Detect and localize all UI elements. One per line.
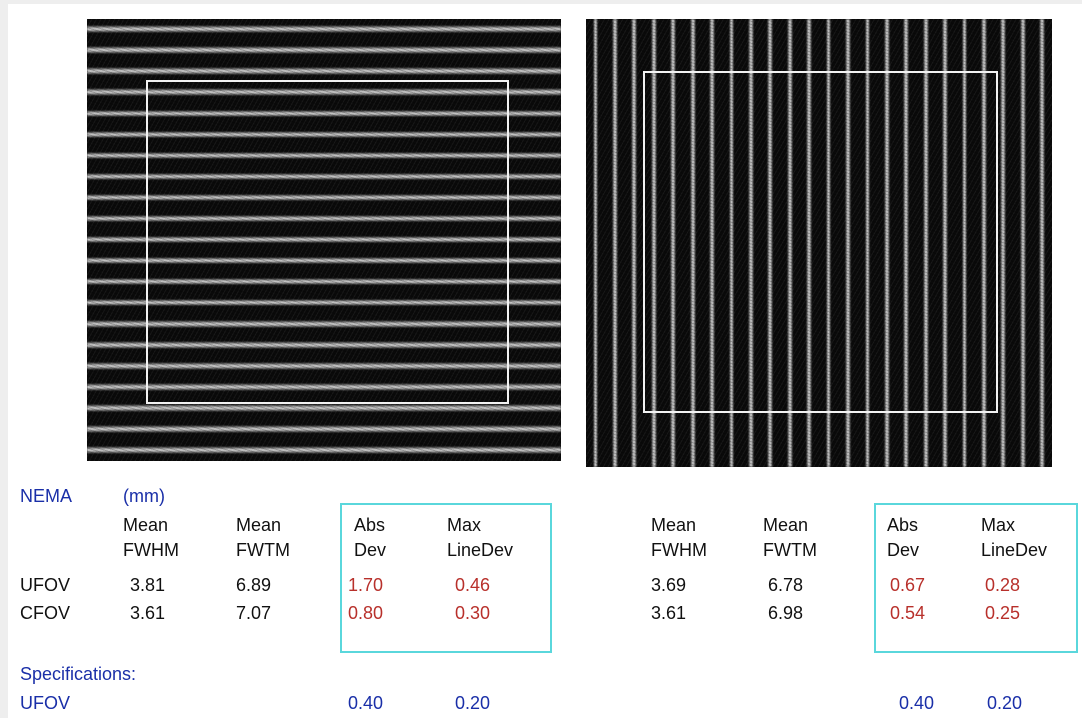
- ufov-right-abs-dev: 0.67: [890, 575, 926, 595]
- cfov-right-max-linedev: 0.25: [985, 603, 1021, 623]
- spec-ufov-label: UFOV: [20, 693, 71, 713]
- ufov-right-max-linedev: 0.28: [985, 575, 1021, 595]
- cfov-left-max-linedev: 0.30: [455, 603, 491, 623]
- right-header-abs-dev-2: Dev: [887, 540, 920, 560]
- ufov-left-abs-dev: 1.70: [348, 575, 384, 595]
- ufov-left-mean-fwhm: 3.81: [130, 575, 166, 595]
- right-header-max-linedev-2: LineDev: [981, 540, 1048, 560]
- left-header-mean-fwhm-2: FWHM: [123, 540, 179, 560]
- cfov-right-mean-fwhm: 3.61: [651, 603, 687, 623]
- horizontal-bar-phantom-image: [87, 19, 561, 461]
- right-header-mean-fwtm-2: FWTM: [763, 540, 817, 560]
- ufov-right-mean-fwtm: 6.78: [768, 575, 804, 595]
- vertical-bar-phantom-image: [586, 19, 1052, 467]
- ufov-left-mean-fwtm: 6.89: [236, 575, 272, 595]
- right-header-mean-fwtm-1: Mean: [763, 515, 809, 535]
- cfov-row-label: CFOV: [20, 603, 71, 623]
- left-header-max-linedev-2: LineDev: [447, 540, 514, 560]
- right-header-max-linedev-1: Max: [981, 515, 1016, 535]
- right-deviation-highlight-box: [874, 503, 1078, 653]
- cfov-right-mean-fwtm: 6.98: [768, 603, 804, 623]
- right-header-mean-fwhm-2: FWHM: [651, 540, 707, 560]
- ufov-roi-box: [146, 80, 509, 404]
- left-header-abs-dev-1: Abs: [354, 515, 386, 535]
- cfov-left-mean-fwhm: 3.61: [130, 603, 166, 623]
- specifications-title: Specifications:: [20, 664, 137, 684]
- spec-right-max-linedev: 0.20: [987, 693, 1023, 713]
- spec-left-max-linedev: 0.20: [455, 693, 491, 713]
- right-header-mean-fwhm-1: Mean: [651, 515, 697, 535]
- ufov-left-max-linedev: 0.46: [455, 575, 491, 595]
- spec-left-abs-dev: 0.40: [348, 693, 384, 713]
- left-deviation-highlight-box: [340, 503, 552, 653]
- left-header-mean-fwtm-1: Mean: [236, 515, 282, 535]
- nema-label: NEMA: [20, 486, 73, 506]
- spec-right-abs-dev: 0.40: [899, 693, 935, 713]
- unit-label: (mm): [123, 486, 165, 506]
- left-header-max-linedev-1: Max: [447, 515, 482, 535]
- cfov-right-abs-dev: 0.54: [890, 603, 926, 623]
- ufov-row-label: UFOV: [20, 575, 71, 595]
- cfov-left-mean-fwtm: 7.07: [236, 603, 272, 623]
- left-header-abs-dev-2: Dev: [354, 540, 387, 560]
- ufov-roi-box: [643, 71, 998, 413]
- left-header-mean-fwtm-2: FWTM: [236, 540, 290, 560]
- ufov-right-mean-fwhm: 3.69: [651, 575, 687, 595]
- cfov-left-abs-dev: 0.80: [348, 603, 384, 623]
- left-header-mean-fwhm-1: Mean: [123, 515, 169, 535]
- right-header-abs-dev-1: Abs: [887, 515, 919, 535]
